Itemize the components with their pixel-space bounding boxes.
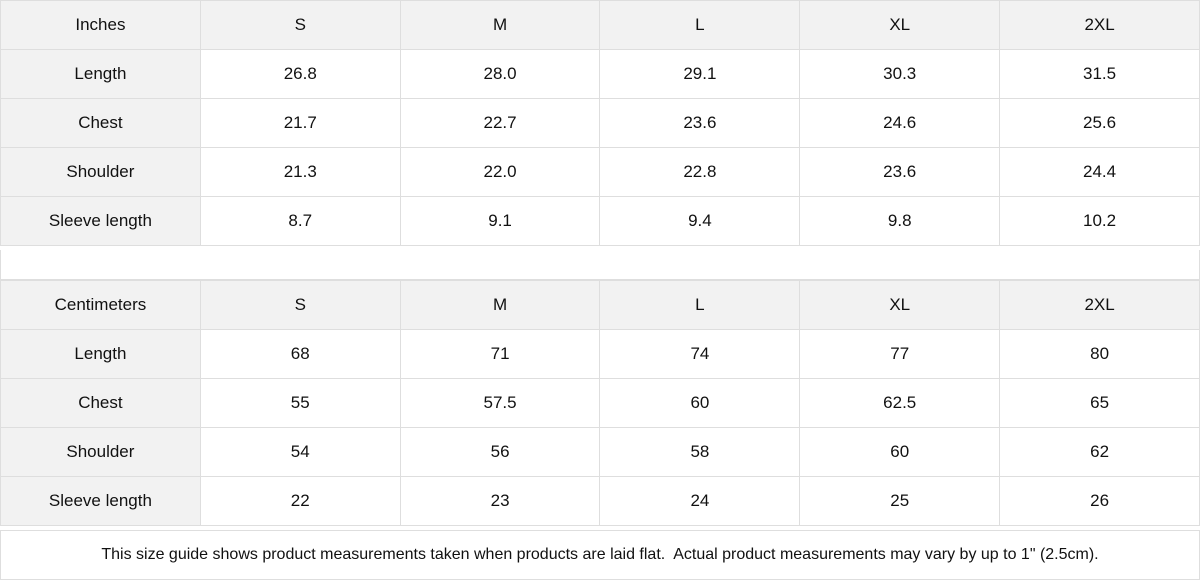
table-row: Sleeve length 22 23 24 25 26 [0, 476, 1200, 526]
measurement-value: 9.4 [599, 196, 801, 246]
measurement-value: 26.8 [199, 49, 401, 99]
measurement-value: 74 [599, 329, 801, 379]
inches-size-table: Inches S M L XL 2XL Length 26.8 28.0 29.1 30.3 31.5… [0, 0, 1200, 246]
measurement-value: 58 [599, 427, 801, 477]
measurement-label: Length [0, 329, 201, 379]
measurement-label: Chest [0, 378, 201, 428]
measurement-value: 24 [599, 476, 801, 526]
measurement-value: 77 [799, 329, 1001, 379]
centimeters-size-table: Centimeters S M L XL 2XL Length 68 71 74 77 80 Chest… [0, 280, 1200, 526]
measurement-value: 25.6 [999, 98, 1200, 148]
measurement-value: 23.6 [799, 147, 1001, 197]
measurement-value: 55 [199, 378, 401, 428]
measurement-value: 21.7 [199, 98, 401, 148]
measurement-value: 23.6 [599, 98, 801, 148]
measurement-value: 60 [799, 427, 1001, 477]
size-header: XL [799, 280, 1001, 330]
measurement-value: 25 [799, 476, 1001, 526]
measurement-value: 9.8 [799, 196, 1001, 246]
measurement-value: 22.8 [599, 147, 801, 197]
measurement-value: 21.3 [199, 147, 401, 197]
measurement-value: 68 [199, 329, 401, 379]
measurement-label: Sleeve length [0, 476, 201, 526]
measurement-label: Chest [0, 98, 201, 148]
measurement-label: Shoulder [0, 427, 201, 477]
table-row: Chest 55 57.5 60 62.5 65 [0, 378, 1200, 428]
size-header: L [599, 0, 801, 50]
measurement-value: 71 [399, 329, 601, 379]
header-row: Inches S M L XL 2XL [0, 0, 1200, 50]
measurement-value: 62.5 [799, 378, 1001, 428]
size-header: S [199, 280, 401, 330]
measurement-value: 10.2 [999, 196, 1200, 246]
measurement-value: 57.5 [399, 378, 601, 428]
measurement-value: 23 [399, 476, 601, 526]
table-row: Shoulder 21.3 22.0 22.8 23.6 24.4 [0, 147, 1200, 197]
measurement-value: 22.7 [399, 98, 601, 148]
size-header: M [399, 0, 601, 50]
table-row: Chest 21.7 22.7 23.6 24.6 25.6 [0, 98, 1200, 148]
measurement-value: 24.6 [799, 98, 1001, 148]
size-header: 2XL [999, 280, 1200, 330]
measurement-value: 22.0 [399, 147, 601, 197]
measurement-label: Length [0, 49, 201, 99]
unit-header: Centimeters [0, 280, 201, 330]
size-header: L [599, 280, 801, 330]
header-row: Centimeters S M L XL 2XL [0, 280, 1200, 330]
measurement-value: 8.7 [199, 196, 401, 246]
measurement-value: 65 [999, 378, 1200, 428]
table-row: Shoulder 54 56 58 60 62 [0, 427, 1200, 477]
table-row: Length 68 71 74 77 80 [0, 329, 1200, 379]
measurement-value: 9.1 [399, 196, 601, 246]
table-row: Length 26.8 28.0 29.1 30.3 31.5 [0, 49, 1200, 99]
size-header: 2XL [999, 0, 1200, 50]
measurement-value: 60 [599, 378, 801, 428]
measurement-label: Shoulder [0, 147, 201, 197]
measurement-value: 62 [999, 427, 1200, 477]
measurement-value: 56 [399, 427, 601, 477]
measurement-value: 80 [999, 329, 1200, 379]
measurement-value: 26 [999, 476, 1200, 526]
table-row: Sleeve length 8.7 9.1 9.4 9.8 10.2 [0, 196, 1200, 246]
measurement-value: 30.3 [799, 49, 1001, 99]
size-header: XL [799, 0, 1001, 50]
measurement-value: 24.4 [999, 147, 1200, 197]
measurement-value: 54 [199, 427, 401, 477]
measurement-value: 29.1 [599, 49, 801, 99]
measurement-value: 28.0 [399, 49, 601, 99]
table-spacer [0, 250, 1200, 280]
measurement-value: 31.5 [999, 49, 1200, 99]
unit-header: Inches [0, 0, 201, 50]
measurement-label: Sleeve length [0, 196, 201, 246]
size-header: S [199, 0, 401, 50]
size-guide-note: This size guide shows product measuremen… [0, 530, 1200, 580]
size-header: M [399, 280, 601, 330]
measurement-value: 22 [199, 476, 401, 526]
